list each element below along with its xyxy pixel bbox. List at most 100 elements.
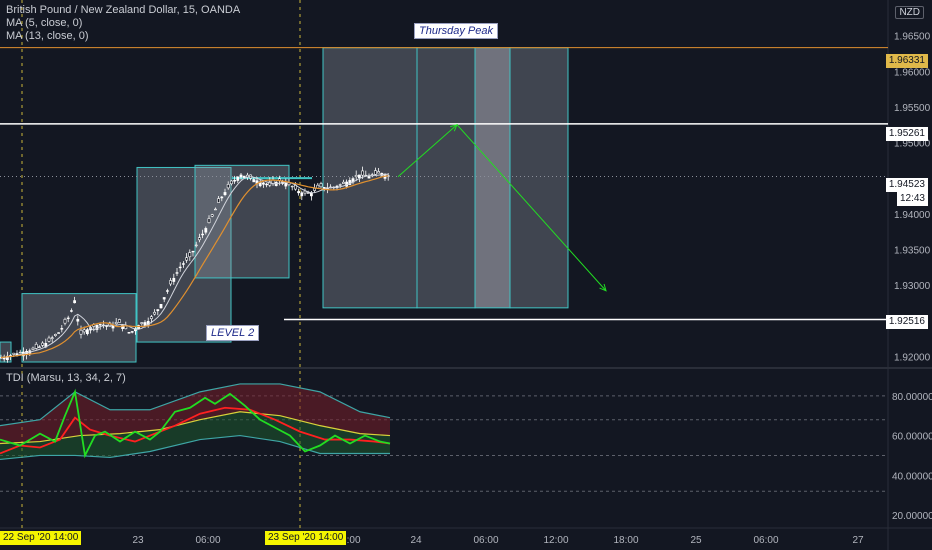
candle-body — [210, 214, 214, 217]
ma-slow-line — [0, 175, 389, 359]
candle-body — [127, 332, 131, 334]
candle-body — [233, 180, 237, 182]
candle-body — [66, 317, 70, 320]
tdi-market-base-line — [0, 411, 391, 445]
candle-body — [226, 184, 230, 189]
candle-body — [223, 192, 227, 195]
range-box — [0, 341, 12, 363]
arrow-head — [599, 283, 607, 292]
candle-body — [57, 332, 61, 334]
candle-body — [236, 176, 240, 181]
candle-body — [114, 322, 118, 325]
candle-body — [31, 347, 35, 350]
candle-body — [357, 174, 361, 179]
time-tick-label: 27 — [852, 535, 864, 546]
candle-body — [178, 266, 182, 269]
price-tick-label: 1.93000 — [894, 281, 931, 292]
candle-body — [194, 244, 198, 247]
candle-body — [47, 337, 51, 342]
upper-white-level-price-tag: 1.95261 — [885, 127, 928, 141]
price-tick-label: 1.96500 — [894, 32, 931, 43]
level-2-label[interactable]: LEVEL 2 — [206, 325, 260, 341]
candle-body — [265, 183, 269, 186]
oscillator-tick-label: 80.00000 — [892, 392, 932, 403]
candle-body — [297, 191, 301, 194]
range-box — [21, 293, 137, 363]
candle-body — [79, 329, 83, 335]
time-tick-label: 18:00 — [335, 535, 360, 546]
candle-body — [239, 174, 243, 178]
orange-level-price-tag: 1.96331 — [885, 54, 928, 68]
candle-body — [50, 337, 54, 339]
time-tick-label: 18:00 — [613, 535, 638, 546]
candle-body — [18, 351, 22, 354]
candle-body — [198, 237, 201, 241]
candle-body — [98, 323, 102, 326]
lower-white-level-price-tag: 1.92516 — [885, 315, 928, 329]
candle-body — [182, 263, 185, 265]
oscillator-tick-label: 40.00000 — [892, 471, 932, 482]
candle-body — [121, 324, 125, 329]
price-tick-label: 1.94000 — [894, 210, 931, 221]
candle-body — [70, 310, 73, 312]
thursday-peak-label[interactable]: Thursday Peak — [414, 23, 498, 39]
candle-body — [214, 208, 217, 211]
countdown-tag: 12:43 — [896, 192, 928, 206]
candle-body — [6, 355, 9, 361]
arrow-head — [450, 123, 458, 132]
candle-body — [338, 184, 342, 186]
candle-body — [172, 277, 176, 282]
candle-body — [207, 218, 211, 223]
candle-body — [220, 196, 224, 199]
candle-body — [175, 272, 179, 274]
candle-body — [156, 309, 160, 312]
candle-body — [309, 192, 313, 197]
price-tick-label: 1.92000 — [894, 352, 931, 363]
candle-body — [191, 250, 195, 253]
candle-body — [306, 192, 310, 194]
range-box — [136, 166, 232, 343]
candle-body — [242, 175, 246, 178]
currency-badge[interactable]: NZD — [895, 6, 924, 19]
current-price-tag: 1.94523 — [885, 178, 928, 192]
candle-body — [34, 343, 38, 349]
time-tick-label: 06:00 — [753, 535, 778, 546]
candle-body — [313, 188, 317, 191]
candle-body — [37, 346, 41, 348]
time-tick-label: 25 — [690, 535, 702, 546]
candle-body — [377, 171, 381, 174]
candle-body — [185, 257, 189, 261]
candle-body — [341, 181, 345, 184]
candle-body — [284, 182, 288, 187]
candle-body — [41, 342, 45, 346]
oscillator-tick-label: 20.00000 — [892, 511, 932, 522]
tdi-signal-line — [0, 406, 391, 455]
candle-body — [217, 198, 221, 203]
candle-body — [300, 192, 304, 197]
time-highlight-2: 23 Sep '20 14:00 — [265, 531, 347, 545]
range-box — [416, 47, 476, 309]
ma-slow-legend: MA (13, close, 0) — [6, 30, 89, 42]
candle-body — [63, 318, 67, 324]
oscillator-tick-label: 60.00000 — [892, 432, 932, 443]
candle-body — [130, 331, 134, 333]
candle-body — [201, 233, 205, 236]
candle-body — [188, 252, 192, 258]
candle-body — [162, 297, 166, 300]
tdi-lower-band-fill — [0, 411, 390, 460]
tdi-price-line — [0, 388, 391, 459]
candle-body — [319, 183, 323, 188]
price-tick-label: 1.95500 — [894, 103, 931, 114]
candle-body — [53, 334, 57, 336]
time-tick-label: 06:00 — [473, 535, 498, 546]
candle-body — [153, 311, 157, 315]
candle-body — [73, 300, 77, 304]
candle-body — [12, 352, 16, 355]
candle-body — [86, 329, 89, 335]
candle-body — [150, 316, 153, 319]
candle-body — [230, 180, 233, 185]
candle-body — [118, 319, 121, 323]
candle-body — [76, 318, 80, 322]
candle-body — [82, 329, 86, 333]
